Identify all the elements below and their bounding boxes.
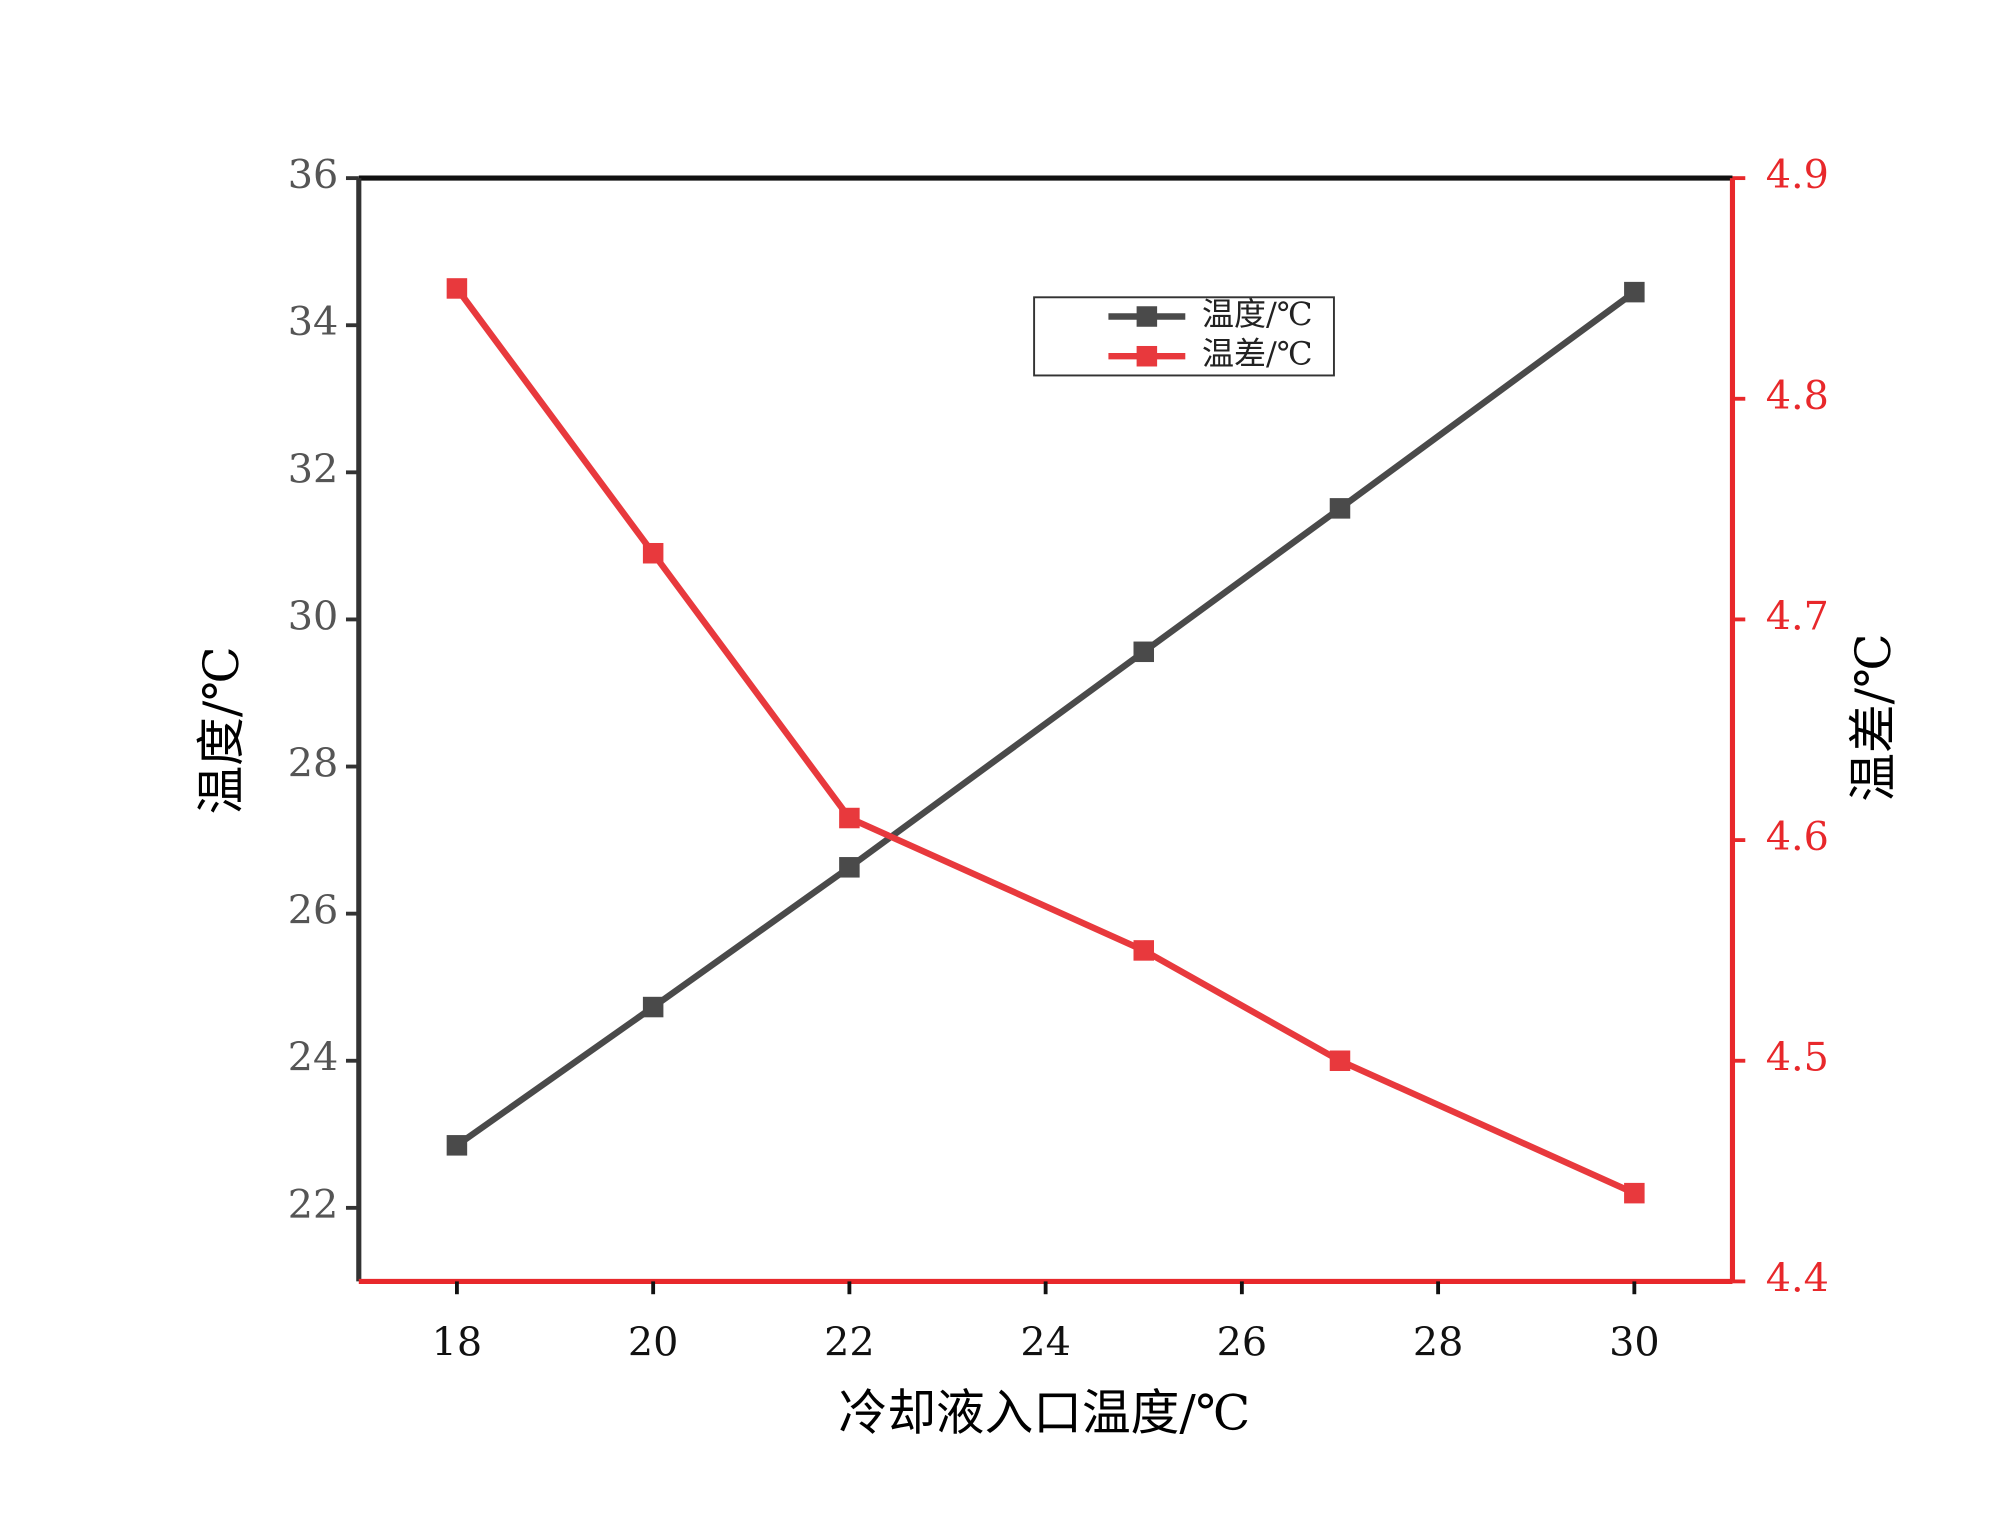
legend-marker xyxy=(1136,345,1158,367)
point-marker xyxy=(642,542,664,564)
x-tick-label: 24 xyxy=(1020,1319,1071,1365)
point-marker xyxy=(839,807,860,829)
y2-tick-label: 4.9 xyxy=(1766,152,1829,198)
x-tick-label: 30 xyxy=(1609,1319,1660,1365)
point-marker xyxy=(1133,641,1155,663)
y-tick-label: 28 xyxy=(288,741,339,787)
x-axis-title: 冷却液入口温度/℃ xyxy=(839,1386,1251,1442)
x-tick-label: 20 xyxy=(628,1319,679,1365)
y-tick-label: 36 xyxy=(288,152,339,198)
point-marker xyxy=(1329,1050,1351,1071)
legend-marker xyxy=(1136,306,1158,327)
point-marker xyxy=(1624,281,1645,303)
point-marker xyxy=(446,278,468,299)
x-tick-label: 18 xyxy=(432,1319,483,1365)
y2-tick-label: 4.6 xyxy=(1766,814,1829,860)
y2-tick-label: 4.8 xyxy=(1766,373,1829,419)
y-tick-label: 34 xyxy=(288,299,339,345)
point-marker xyxy=(446,1135,468,1156)
legend-label: 温度/℃ xyxy=(1202,295,1313,333)
point-marker xyxy=(642,996,664,1018)
y2-tick-label: 4.4 xyxy=(1766,1255,1829,1301)
y-tick-label: 30 xyxy=(288,593,339,639)
y-tick-label: 26 xyxy=(288,888,339,934)
y-tick-label: 22 xyxy=(288,1182,339,1228)
x-tick-label: 26 xyxy=(1217,1319,1268,1365)
legend-box xyxy=(1033,296,1335,377)
y2-axis-title: 温差/℃ xyxy=(1846,633,1902,801)
y-axis-title: 温度/℃ xyxy=(194,646,250,814)
point-marker xyxy=(1329,498,1351,519)
point-marker xyxy=(1624,1182,1645,1204)
y-tick-label: 24 xyxy=(288,1035,339,1081)
x-tick-label: 28 xyxy=(1413,1319,1464,1365)
series-line xyxy=(455,289,1637,1148)
y-tick-label: 32 xyxy=(288,446,339,492)
point-marker xyxy=(839,857,860,878)
x-tick-label: 22 xyxy=(824,1319,875,1365)
point-marker xyxy=(1133,940,1155,961)
series-line xyxy=(454,286,1636,1197)
y2-tick-label: 4.7 xyxy=(1766,593,1829,639)
legend-label: 温差/℃ xyxy=(1202,335,1313,373)
y2-tick-label: 4.5 xyxy=(1766,1035,1829,1081)
